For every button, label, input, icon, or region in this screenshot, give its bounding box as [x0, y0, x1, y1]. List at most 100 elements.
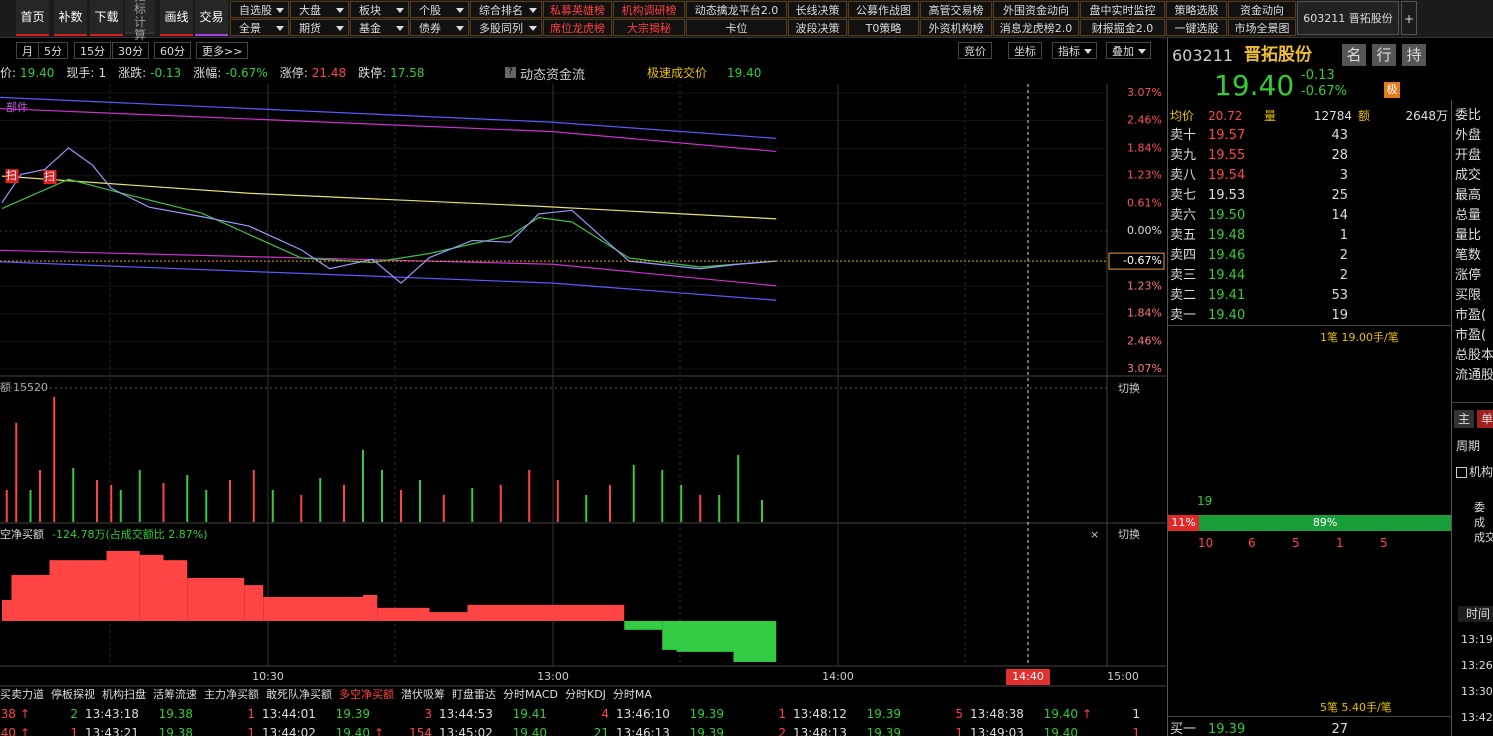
menu-item[interactable]: 资金动向 [1228, 1, 1296, 18]
menu-item[interactable]: 全景 [230, 19, 289, 36]
toolbar-button[interactable]: 补数 [54, 0, 87, 36]
indicator-tab[interactable]: 潜伏吸筹 [401, 688, 445, 701]
menu-item[interactable]: 财报掘金2.0 [1080, 19, 1165, 36]
order-count: 1 [1336, 536, 1344, 550]
separator [1168, 325, 1451, 326]
indicator-tab[interactable]: 买卖力道 [0, 688, 44, 701]
menu-item[interactable]: 外资机构榜 [920, 19, 992, 36]
cursor-label: 14:40 [1012, 670, 1044, 683]
net-bar [676, 620, 734, 652]
volume-bar [229, 479, 231, 522]
menu-item[interactable]: 外围资金动向 [993, 1, 1079, 18]
toolbar-button[interactable]: 首页 [16, 0, 49, 36]
y-tick-label: 3.07% [1127, 86, 1162, 99]
menu-item[interactable]: 公募作战图 [848, 1, 919, 18]
menu-item[interactable]: 自选股 [230, 1, 289, 18]
side-tab[interactable]: 单 [1477, 410, 1493, 428]
menu-item[interactable]: 大盘 [290, 1, 349, 18]
menu-item[interactable]: 策略选股 [1166, 1, 1227, 18]
period-tab[interactable]: 更多>> [196, 42, 249, 59]
chart-tool[interactable]: 指标 [1052, 42, 1097, 59]
stat-value: 12784 [1313, 109, 1352, 123]
menu-item[interactable]: 席位龙虎榜 [543, 19, 612, 36]
price-change: -0.13 [1301, 68, 1335, 83]
separator [1168, 716, 1451, 717]
order-count: 5 [1292, 536, 1300, 550]
toolbar-button[interactable]: 画线 [160, 0, 193, 36]
stock-tag[interactable]: 行 [1372, 44, 1396, 66]
chart: 3.07% 2.46% 1.84% 1.23% 0.61% 0.00% 1.23% 1.84%… [0, 84, 1166, 687]
ask-label: 卖三 [1170, 268, 1197, 283]
stock-tab[interactable]: 603211 晋拓股份 [1297, 1, 1399, 35]
menu-item[interactable]: 大宗揭秘 [613, 19, 685, 36]
y-tick-label: 1.23% [1127, 279, 1162, 292]
menu-item[interactable]: 机构调研榜 [613, 1, 685, 18]
ask-label: 卖一 [1170, 308, 1197, 323]
side-tab[interactable]: 主 [1454, 410, 1474, 428]
ask-volume: 25 [1331, 188, 1348, 203]
period-tab[interactable]: 月 [16, 42, 39, 59]
menu-item[interactable]: 高管交易榜 [920, 1, 992, 18]
toolbar-button[interactable]: 下载 [90, 0, 123, 36]
indicator-tab[interactable]: 活筹流速 [153, 688, 197, 701]
add-tab-button[interactable]: + [1401, 1, 1417, 35]
menu-item[interactable]: 动态擒龙平台2.0 [686, 1, 787, 18]
panel-title-part: (占成交额比 2.87%) [105, 527, 207, 541]
indicator-tab[interactable]: 分时MACD [503, 688, 558, 701]
indicator-tab[interactable]: 分时KDJ [564, 688, 606, 701]
menu-item[interactable]: 板块 [350, 1, 409, 18]
volume-bar [205, 489, 208, 522]
menu-item[interactable]: 盘中实时监控 [1080, 1, 1165, 18]
menu-item[interactable]: 基金 [350, 19, 409, 36]
time-header: 时间 [1458, 606, 1493, 622]
toolbar-button[interactable]: 指标计算 [125, 0, 155, 42]
stock-tag[interactable]: 持 [1402, 44, 1426, 66]
indicator-tab[interactable]: 机构扫盘 [102, 688, 146, 701]
menu-item[interactable]: 综合排名 [470, 1, 542, 18]
chart-tool[interactable]: 竞价 [958, 42, 992, 59]
current-price: 19.40 [1214, 69, 1295, 102]
menu-item[interactable]: 债券 [410, 19, 469, 36]
chart-tool[interactable]: 坐标 [1008, 42, 1042, 59]
menu-item[interactable]: 个股 [410, 1, 469, 18]
ask-price: 19.57 [1208, 128, 1246, 143]
field-label: 市盈( [1455, 328, 1487, 343]
help-icon[interactable]: ? [505, 67, 516, 78]
indicator-tab[interactable]: 多空净买额 [339, 688, 394, 701]
stock-tag[interactable]: 名 [1342, 44, 1366, 66]
menu-item[interactable]: 长线决策 [788, 1, 847, 18]
fast-price-value: 19.40 [727, 66, 762, 80]
price-line [1, 178, 777, 268]
indicator-tab[interactable]: 敢死队净买额 [266, 688, 332, 701]
chart-tool[interactable]: 叠加 [1106, 42, 1151, 59]
menu-item[interactable]: 私募英雄榜 [543, 1, 612, 18]
toolbar-button[interactable]: 交易 [195, 0, 228, 36]
menu-item[interactable]: 市场全景图 [1228, 19, 1296, 36]
volume-bar [300, 494, 303, 522]
trade-volume: 21 [593, 726, 609, 736]
indicator-tab[interactable]: 盯盘雷达 [452, 688, 496, 701]
menu-item[interactable]: 期货 [290, 19, 349, 36]
menu-item[interactable]: T0策略 [848, 19, 919, 36]
checkbox[interactable] [1456, 467, 1467, 478]
period-tab[interactable]: 30分 [112, 42, 149, 59]
indicator-tab[interactable]: 主力净买额 [204, 688, 259, 701]
volume-bar [761, 499, 763, 522]
net-bar [11, 574, 50, 621]
period-tab[interactable]: 5分 [38, 42, 68, 59]
indicator-tab[interactable]: 分时MA [612, 688, 652, 701]
menu-item[interactable]: 多股同列 [470, 19, 542, 36]
indicator-tab[interactable]: 停板探视 [51, 688, 95, 701]
net-bar [2, 599, 12, 621]
period-tab[interactable]: 60分 [154, 42, 191, 59]
period-tab[interactable]: 15分 [74, 42, 111, 59]
net-bar [263, 596, 363, 621]
volume-bar [162, 482, 165, 522]
menu-item[interactable]: 一键选股 [1166, 19, 1227, 36]
menu-item[interactable]: 消息龙虎榜2.0 [993, 19, 1079, 36]
trade-arrow: ↑ [1082, 707, 1093, 721]
menu-item[interactable]: 波段决策 [788, 19, 847, 36]
menu-item[interactable]: 卡位 [686, 19, 787, 36]
fund-flow-link[interactable]: 动态资金流 [520, 68, 586, 83]
price-line [0, 107, 777, 153]
